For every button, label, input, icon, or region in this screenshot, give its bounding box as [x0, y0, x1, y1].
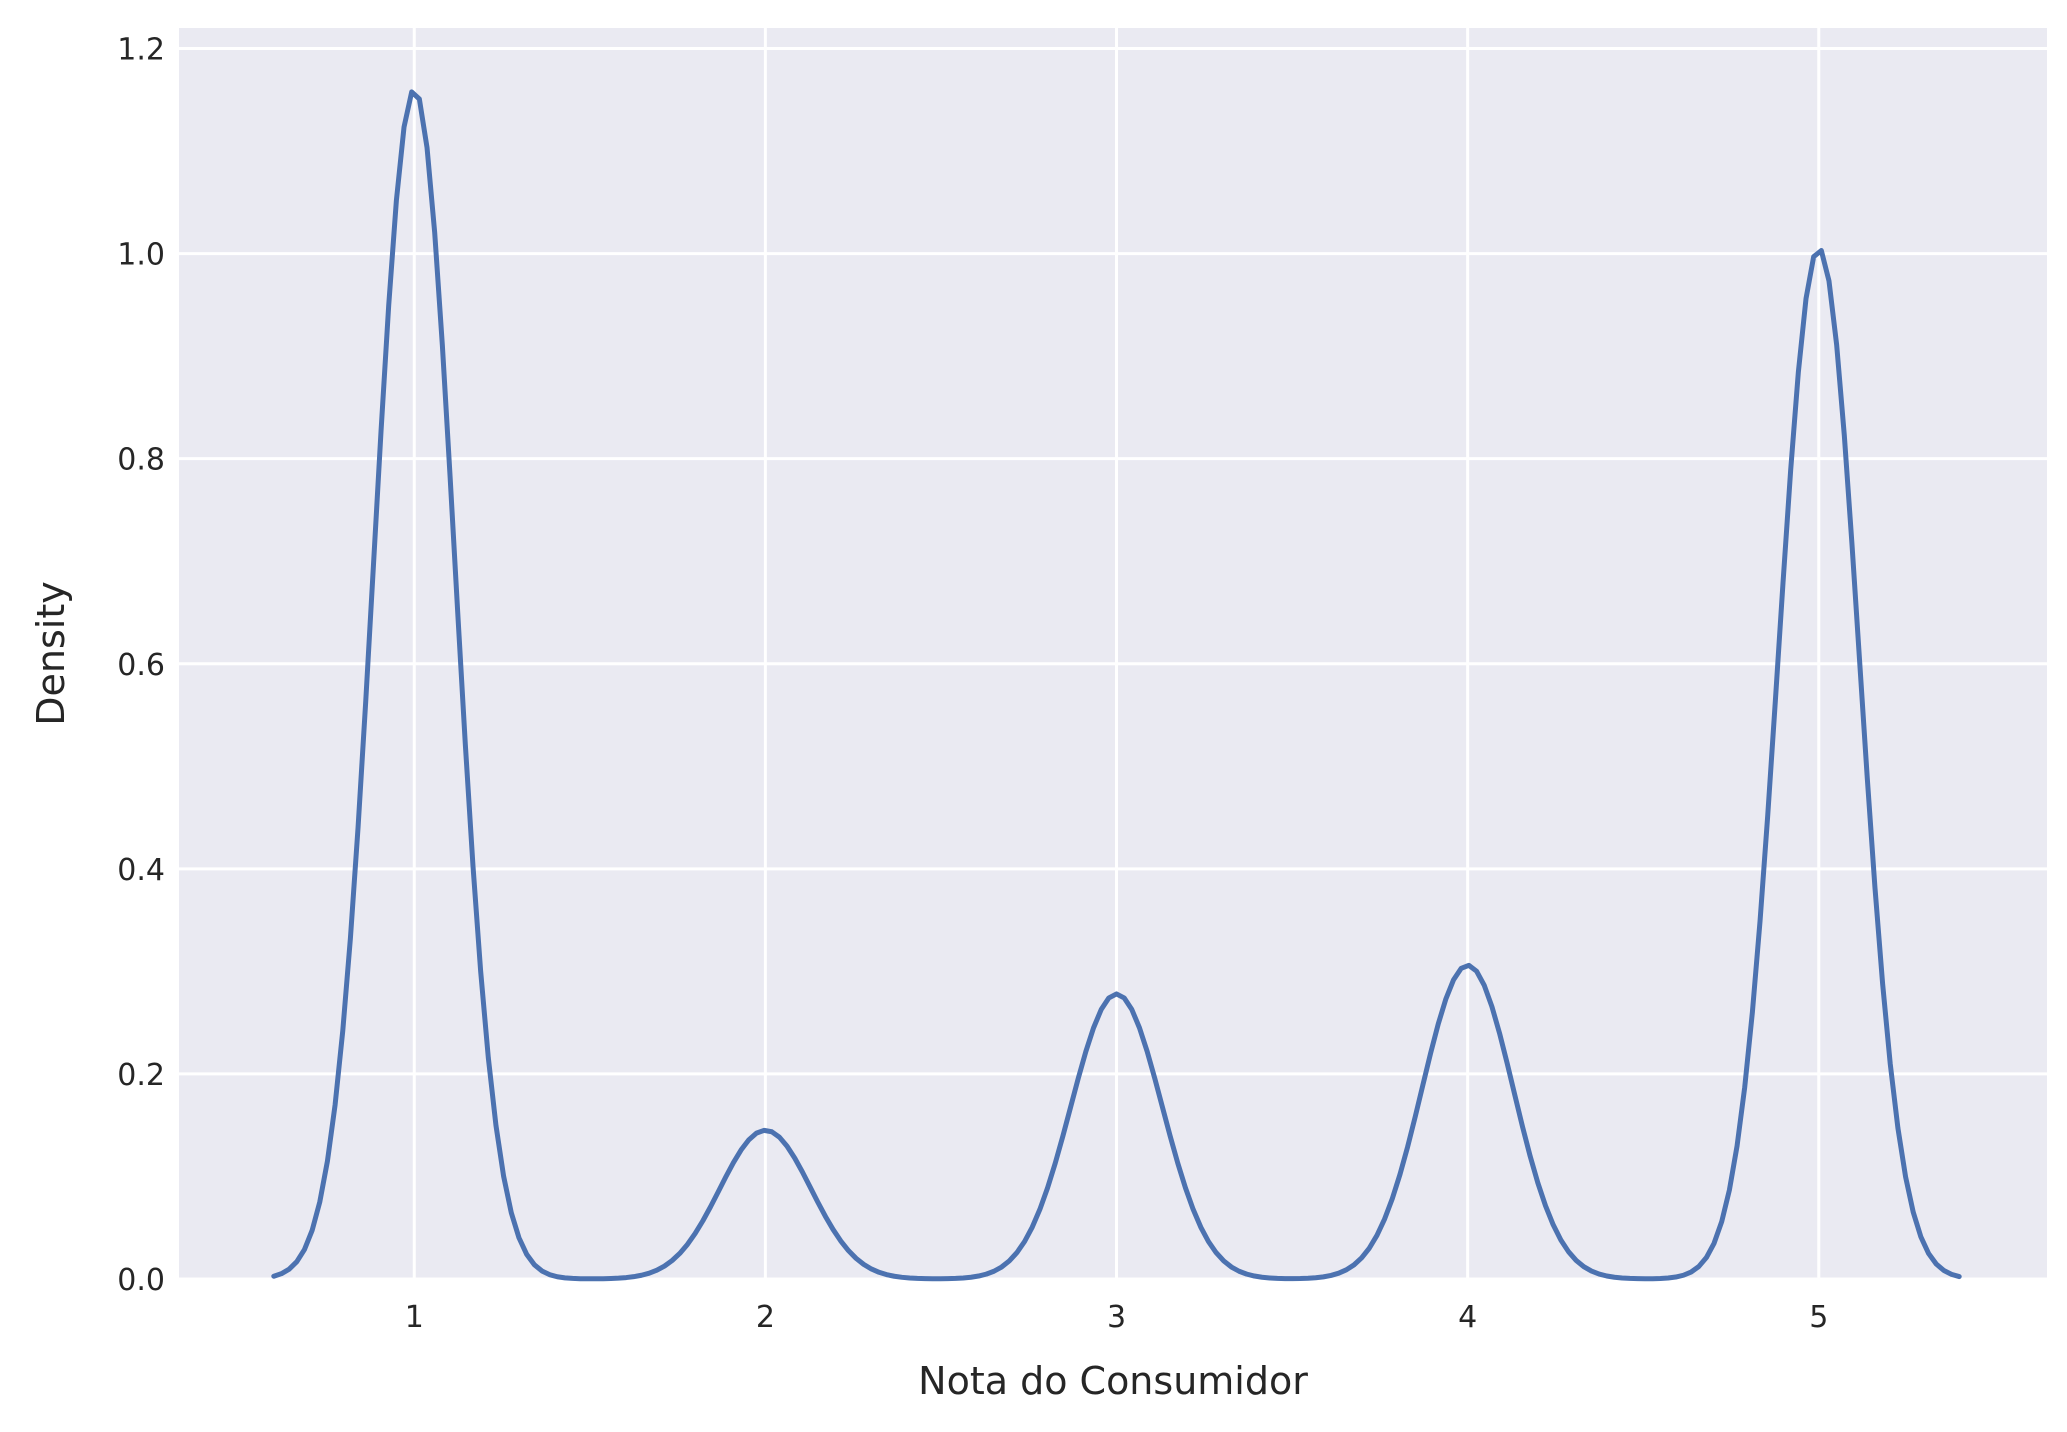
x-tick-label: 1 — [405, 1300, 424, 1335]
x-tick-label: 2 — [756, 1300, 775, 1335]
y-tick-label: 1.0 — [117, 238, 165, 273]
x-axis-label: Nota do Consumidor — [918, 1359, 1308, 1403]
y-tick-label: 0.0 — [117, 1263, 165, 1298]
x-tick-label: 4 — [1458, 1300, 1477, 1335]
y-tick-label: 0.2 — [117, 1058, 165, 1093]
y-gridlines — [179, 47, 2047, 1281]
density-line — [271, 89, 1962, 1282]
x-gridlines — [412, 28, 1821, 1279]
x-tick-label: 3 — [1107, 1300, 1126, 1335]
y-tick-label: 0.6 — [117, 648, 165, 683]
y-tick-label: 0.4 — [117, 853, 165, 888]
x-tick-label: 5 — [1809, 1300, 1828, 1335]
y-tick-labels: 0.0 0.2 0.4 0.6 0.8 1.0 1.2 — [117, 33, 165, 1298]
series-layer — [271, 89, 1962, 1282]
x-tick-labels: 1 2 3 4 5 — [405, 1300, 1829, 1335]
y-axis-label: Density — [29, 581, 73, 725]
y-tick-label: 1.2 — [117, 33, 165, 68]
y-tick-label: 0.8 — [117, 443, 165, 478]
